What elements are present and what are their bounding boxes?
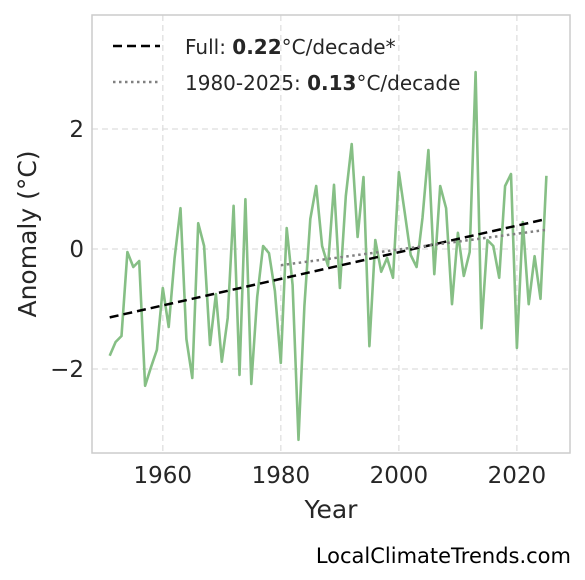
watermark: LocalClimateTrends.com [315, 544, 571, 568]
plot-frame [91, 14, 571, 454]
x-tick-label: 1980 [252, 463, 311, 489]
trend-line-full [109, 217, 547, 319]
x-tick-label: 2020 [488, 463, 547, 489]
legend-text-recent: 1980-2025: 0.13°C/decade [185, 71, 460, 95]
x-tick-labels: 1960 1980 2000 2020 [134, 463, 547, 489]
x-tick-label: 1960 [134, 463, 193, 489]
x-tick-label: 2000 [370, 463, 429, 489]
grid [92, 15, 570, 453]
y-tick-label: 2 [69, 117, 84, 143]
y-axis-label: Anomaly (°C) [13, 150, 42, 317]
y-tick-label: −2 [50, 357, 84, 383]
x-axis-label: Year [304, 495, 359, 524]
anomaly-series-line [108, 70, 548, 442]
legend-text-full: Full: 0.22°C/decade* [185, 35, 396, 59]
series-layer [108, 70, 548, 442]
legend: Full: 0.22°C/decade* 1980-2025: 0.13°C/d… [113, 35, 460, 95]
y-tick-labels: −2 0 2 [50, 117, 84, 383]
trend-layer [109, 217, 547, 319]
y-tick-label: 0 [69, 237, 84, 263]
trend-line-recent [280, 228, 547, 267]
